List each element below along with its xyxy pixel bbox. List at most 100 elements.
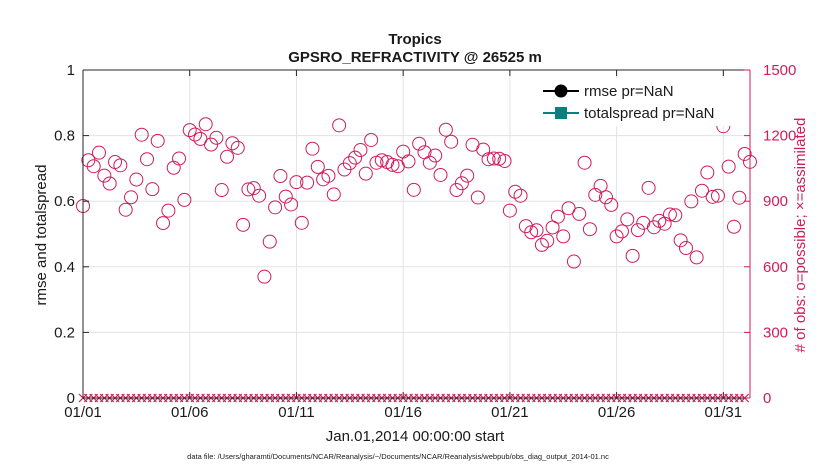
possible-obs-point <box>726 219 741 234</box>
possible-obs-point <box>300 175 315 190</box>
possible-obs-series <box>76 117 757 284</box>
possible-obs-point <box>694 183 709 198</box>
possible-obs-point <box>561 201 576 216</box>
possible-obs-point <box>321 168 336 183</box>
possible-obs-point <box>614 224 629 239</box>
left-axis-label: rmse and totalspread <box>33 165 50 306</box>
possible-obs-point <box>124 190 139 205</box>
possible-obs-point <box>662 207 677 222</box>
possible-obs-point <box>230 140 245 155</box>
possible-obs-point <box>588 187 603 202</box>
x-tick-label: 01/16 <box>384 404 422 421</box>
right-tick-label: 1200 <box>763 128 796 145</box>
possible-obs-point <box>102 176 117 191</box>
possible-obs-point <box>220 149 235 164</box>
possible-obs-point <box>188 127 203 142</box>
possible-obs-point <box>428 148 443 163</box>
possible-obs-point <box>198 117 213 132</box>
x-tick-label: 01/21 <box>491 404 529 421</box>
possible-obs-point <box>364 132 379 147</box>
possible-obs-point <box>310 159 325 174</box>
possible-obs-point <box>177 192 192 207</box>
possible-obs-point <box>444 134 459 149</box>
possible-obs-point <box>497 153 512 168</box>
axes <box>82 69 751 399</box>
possible-obs-point <box>225 136 240 151</box>
possible-obs-point <box>625 248 640 263</box>
left-tick-label: 0.4 <box>54 259 75 276</box>
possible-obs-point <box>406 182 421 197</box>
possible-obs-point <box>705 189 720 204</box>
possible-obs-point <box>710 188 725 203</box>
possible-obs-point <box>97 168 112 183</box>
possible-obs-point <box>385 157 400 172</box>
possible-obs-point <box>502 203 517 218</box>
possible-obs-point <box>593 178 608 193</box>
possible-obs-point <box>673 233 688 248</box>
possible-obs-point <box>252 188 267 203</box>
left-tick-label: 0 <box>67 390 75 407</box>
possible-obs-point <box>566 254 581 269</box>
x-tick-label: 01/31 <box>705 404 743 421</box>
possible-obs-point <box>193 131 208 146</box>
possible-obs-point <box>454 176 469 191</box>
x-tick-label: 01/26 <box>598 404 636 421</box>
possible-obs-point <box>326 187 341 202</box>
possible-obs-point <box>598 190 613 205</box>
possible-obs-point <box>422 155 437 170</box>
chart-title: Tropics <box>388 31 441 48</box>
tick-labels: 01/01 01/06 01/11 01/16 01/21 01/26 01/31 0 0.2 0… <box>54 62 796 421</box>
possible-obs-point <box>118 202 133 217</box>
x-tick-label: 01/11 <box>278 404 314 421</box>
possible-obs-point <box>278 189 293 204</box>
possible-obs-point <box>358 166 373 181</box>
x-tick-label: 01/06 <box>171 404 209 421</box>
possible-obs-point <box>305 141 320 156</box>
right-tick-label: 300 <box>763 324 788 341</box>
possible-obs-point <box>284 197 299 212</box>
possible-obs-point <box>534 237 549 252</box>
right-axis-label: # of obs: o=possible; ×=assimilated <box>792 118 809 353</box>
legend: rmse pr=NaN totalspread pr=NaN <box>535 78 745 126</box>
possible-obs-point <box>353 143 368 158</box>
possible-obs-point <box>268 200 283 215</box>
possible-obs-point <box>161 203 176 218</box>
possible-obs-point <box>630 223 645 238</box>
possible-obs-point <box>86 159 101 174</box>
left-tick-label: 0.8 <box>54 128 75 145</box>
chart-subtitle: GPSRO_REFRACTIVITY @ 26525 m <box>288 49 542 66</box>
possible-obs-point <box>214 183 229 198</box>
possible-obs-point <box>657 216 672 231</box>
possible-obs-point <box>150 133 165 148</box>
possible-obs-point <box>289 175 304 190</box>
possible-obs-point <box>529 223 544 238</box>
left-tick-label: 1 <box>67 62 75 79</box>
possible-obs-point <box>156 216 171 231</box>
possible-obs-point <box>113 158 128 173</box>
possible-obs-point <box>508 184 523 199</box>
possible-obs-point <box>294 215 309 230</box>
possible-obs-point <box>678 240 693 255</box>
possible-obs-point <box>572 206 587 221</box>
possible-obs-point <box>134 127 149 142</box>
possible-obs-point <box>438 122 453 137</box>
possible-obs-point <box>550 209 565 224</box>
possible-obs-point <box>182 123 197 138</box>
possible-obs-point <box>737 146 752 161</box>
right-tick-label: 1500 <box>763 62 796 79</box>
possible-obs-point <box>470 190 485 205</box>
possible-obs-point <box>577 155 592 170</box>
possible-obs-point <box>401 154 416 169</box>
possible-obs-point <box>732 190 747 205</box>
right-tick-label: 600 <box>763 259 788 276</box>
possible-obs-point <box>620 212 635 227</box>
possible-obs-point <box>481 152 496 167</box>
right-tick-label: 0 <box>763 390 771 407</box>
legend-box <box>535 78 745 126</box>
left-tick-label: 0.6 <box>54 193 75 210</box>
possible-obs-point <box>140 152 155 167</box>
left-tick-label: 0.2 <box>54 324 75 341</box>
possible-obs-point <box>486 151 501 166</box>
possible-obs-point <box>236 217 251 232</box>
